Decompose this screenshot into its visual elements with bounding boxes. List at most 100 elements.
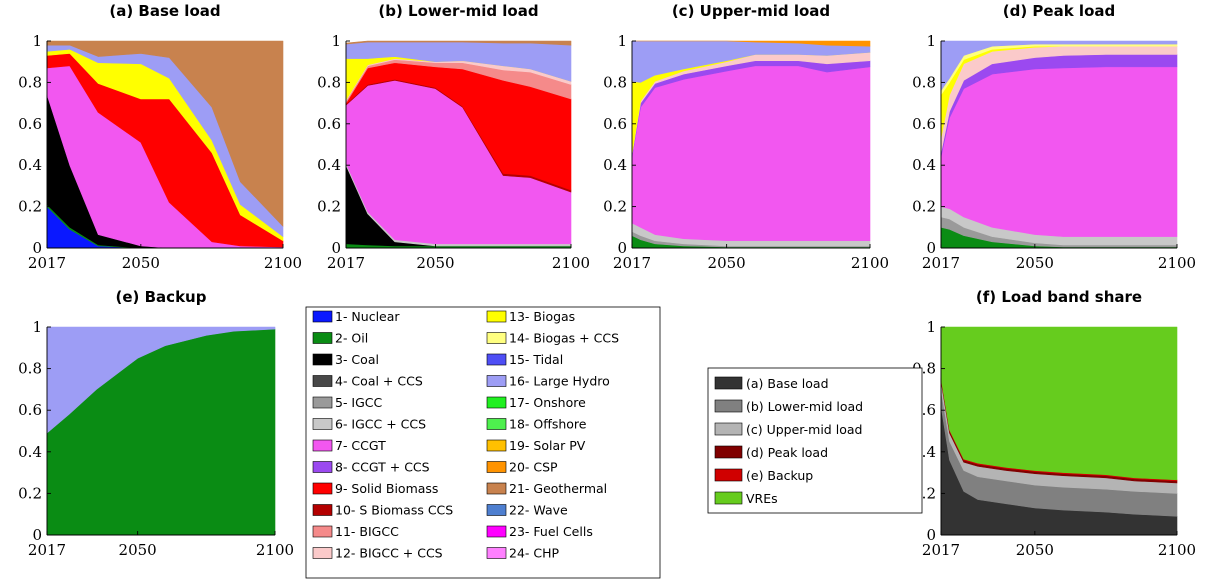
area-vres [940, 326, 1178, 481]
legend-swatch [486, 461, 507, 473]
legend-item-13-biogas: 13- Biogas [486, 309, 575, 324]
band-legend-swatch [714, 491, 743, 505]
x-tick-label: 2050 [1016, 541, 1054, 559]
panel-b-lower-mid-load: 0 0.2 0.4 0.6 0.8 1 2017 2050 2100 (b) Lower-mid … [317, 2, 590, 272]
band-legend-swatch [714, 468, 743, 482]
legend-item-20-csp: 20- CSP [486, 460, 558, 475]
x-tick-label: 2050 [708, 254, 746, 272]
legend-swatch [312, 525, 333, 538]
legend-item-11-bigcc: 11- BIGCC [312, 524, 399, 539]
y-tick-label: 1 [32, 32, 42, 50]
band-legend-label: (e) Backup [746, 468, 813, 483]
legend-swatch [312, 547, 333, 559]
legend-label: 17- Onshore [509, 395, 586, 410]
legend-swatch [486, 482, 507, 495]
legend-label: 11- BIGCC [335, 524, 399, 539]
legend-label: 24- CHP [509, 546, 560, 561]
x-tick-label: 2017 [28, 541, 66, 559]
y-tick-label: 0.4 [603, 156, 627, 174]
legend-label: 18- Offshore [509, 417, 587, 432]
band-legend-swatch [714, 376, 743, 390]
panel-a-base-load: 0 0.2 0.4 0.6 0.8 1 2017 2050 2100 (a) Base load [18, 2, 302, 272]
legend-item-2-oil: 2- Oil [312, 331, 368, 346]
x-tick-label: 2050 [1016, 254, 1054, 272]
x-tick-label: 2050 [416, 254, 454, 272]
band-legend-frame [707, 367, 923, 514]
y-tick-label: 0.6 [603, 115, 627, 133]
legend-swatch [312, 310, 333, 323]
area-tech-16 [46, 326, 276, 434]
y-tick-label: 0 [926, 526, 936, 544]
legend-swatch [312, 332, 333, 344]
legend-item-14-biogas-ccs: 14- Biogas + CCS [486, 331, 619, 346]
y-tick-label: 0.6 [18, 115, 42, 133]
legend-label: 14- Biogas + CCS [509, 331, 619, 346]
load-band-legend: (a) Base load (b) Lower-mid load (c) Upper… [707, 367, 923, 514]
legend-swatch [312, 375, 333, 387]
y-tick-label: 0 [32, 526, 42, 544]
y-tick-label: 0.2 [18, 484, 42, 502]
legend-item-1-nuclear: 1- Nuclear [312, 309, 400, 324]
legend-item-9-solid-biomass: 9- Solid Biomass [312, 481, 438, 496]
x-tick-label: 2017 [613, 254, 651, 272]
y-tick-label: 1 [926, 32, 936, 50]
legend-label: 22- Wave [509, 503, 568, 518]
x-tick-label: 2017 [922, 254, 960, 272]
legend-swatch [486, 418, 507, 430]
y-tick-label: 0.8 [317, 73, 341, 91]
band-legend-swatch [714, 422, 743, 436]
x-tick-label: 2100 [264, 254, 302, 272]
x-tick-label: 2017 [28, 254, 66, 272]
y-tick-label: 1 [926, 318, 936, 336]
band-legend-swatch [714, 445, 743, 459]
band-legend-swatch [714, 399, 743, 413]
area-tech-16 [940, 40, 1178, 91]
y-tick-label: 0.6 [317, 115, 341, 133]
legend-label: 15- Tidal [509, 352, 563, 367]
y-tick-label: 0.8 [912, 73, 936, 91]
y-tick-label: 1 [32, 318, 42, 336]
band-legend-item-b-lower-mid-load: (b) Lower-mid load [714, 399, 863, 414]
legend-frame [305, 306, 661, 579]
y-tick-label: 0 [926, 239, 936, 257]
legend-item-22-wave: 22- Wave [486, 503, 568, 518]
legend-swatch [312, 418, 333, 430]
legend-item-15-tidal: 15- Tidal [486, 352, 563, 367]
technology-legend: 1- Nuclear 2- Oil 3- Coal 4- Coal + CCS 5- I… [305, 306, 661, 579]
legend-swatch [312, 396, 333, 409]
panel-title: (e) Backup [116, 288, 207, 306]
x-tick-label: 2100 [1158, 541, 1196, 559]
panel-title: (c) Upper-mid load [672, 2, 830, 20]
legend-label: 20- CSP [509, 460, 558, 475]
legend-label: 8- CCGT + CCS [335, 460, 430, 475]
band-legend-item-c-upper-mid-load: (c) Upper-mid load [714, 422, 862, 437]
legend-swatch [486, 396, 507, 409]
y-tick-label: 0.4 [18, 443, 42, 461]
legend-swatch [486, 504, 507, 516]
y-tick-label: 0.2 [317, 198, 341, 216]
y-tick-label: 0.6 [18, 401, 42, 419]
legend-item-6-igcc-ccs: 6- IGCC + CCS [312, 417, 426, 432]
legend-label: 2- Oil [335, 331, 368, 346]
x-tick-label: 2100 [256, 541, 294, 559]
band-legend-item-d-peak-load: (d) Peak load [714, 445, 828, 460]
legend-item-4-coal-ccs: 4- Coal + CCS [312, 374, 423, 389]
band-legend-label: (b) Lower-mid load [746, 399, 863, 414]
area-tech-21 [345, 40, 572, 46]
legend-item-7-ccgt: 7- CCGT [312, 438, 386, 453]
legend-label: 6- IGCC + CCS [335, 417, 426, 432]
legend-swatch [486, 310, 507, 323]
band-legend-item-e-backup: (e) Backup [714, 468, 813, 483]
y-tick-label: 0.8 [18, 360, 42, 378]
legend-label: 12- BIGCC + CCS [335, 546, 443, 561]
panel-title: (b) Lower-mid load [378, 2, 538, 20]
legend-label: 7- CCGT [335, 438, 386, 453]
y-tick-label: 0 [617, 239, 627, 257]
y-tick-label: 0 [32, 239, 42, 257]
area-tech-20 [631, 40, 871, 47]
legend-label: 4- Coal + CCS [335, 374, 423, 389]
legend-item-3-coal: 3- Coal [312, 352, 379, 367]
panel-title: (d) Peak load [1003, 2, 1115, 20]
legend-item-16-large-hydro: 16- Large Hydro [486, 374, 610, 389]
